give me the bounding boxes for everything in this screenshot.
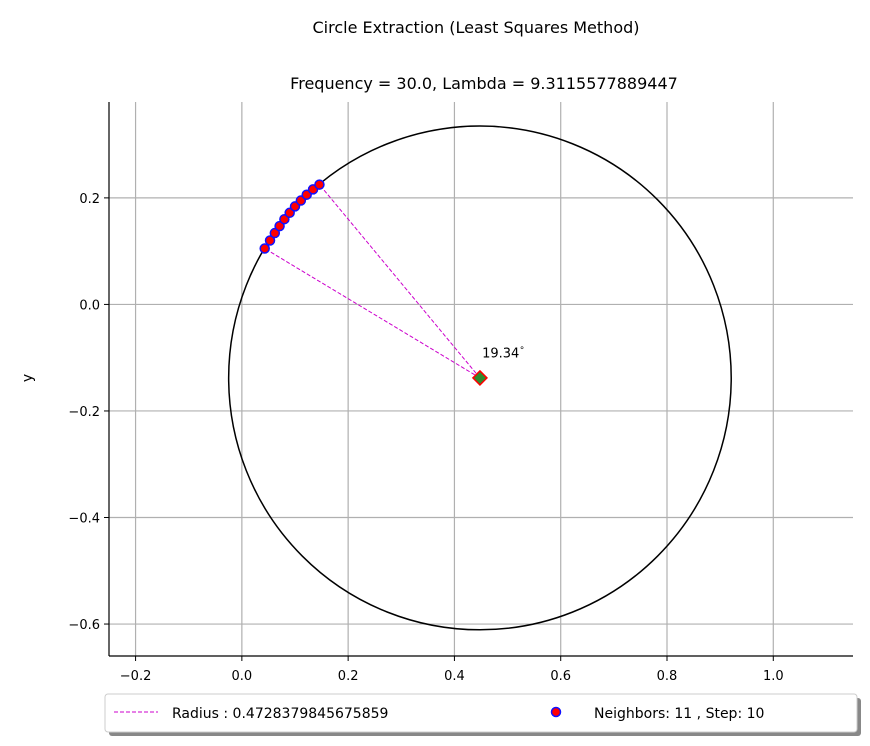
axes: −0.2 0.0 0.2 0.4 0.6 0.8 1.0 0.2 0.0 −0.2 −0.4 −0.6 xyxy=(68,102,853,684)
legend-neighbors-swatch xyxy=(550,706,562,718)
neighbor-point xyxy=(274,220,285,232)
y-tick-label: −0.2 xyxy=(68,405,100,420)
plot-area: 19.34∘ xyxy=(227,125,732,631)
legend-neighbors-label: Neighbors: 11 , Step: 10 xyxy=(594,706,764,722)
radius-line xyxy=(319,184,481,379)
degree-symbol: ∘ xyxy=(519,343,525,353)
x-tick-label: 0.0 xyxy=(232,669,253,684)
legend-radius-label: Radius : 0.4728379845675859 xyxy=(172,706,388,722)
neighbor-point xyxy=(269,227,281,239)
neighbor-point xyxy=(314,179,325,190)
chart-subtitle: Frequency = 30.0, Lambda = 9.31155778894… xyxy=(290,74,678,93)
chart-title: Circle Extraction (Least Squares Method) xyxy=(313,18,640,37)
y-tick-label: 0.2 xyxy=(79,192,100,207)
y-tick-label: 0.0 xyxy=(79,298,100,313)
x-tick-label: 0.6 xyxy=(550,669,571,684)
y-tick-label: −0.4 xyxy=(68,512,100,527)
fitted-circle xyxy=(227,125,732,631)
radius-line xyxy=(264,248,481,379)
neighbor-point xyxy=(259,243,270,254)
neighbor-point xyxy=(264,235,276,246)
x-tick-label: 0.4 xyxy=(444,669,465,684)
center-marker xyxy=(471,369,488,386)
angle-annotation: 19.34∘ xyxy=(482,343,525,361)
x-tick-label: 0.2 xyxy=(338,669,359,684)
y-axis-label: y xyxy=(20,374,36,382)
x-tick-label: 1.0 xyxy=(763,669,784,684)
legend-box xyxy=(104,693,858,733)
legend: Radius : 0.4728379845675859 Neighbors: 11… xyxy=(104,693,861,736)
y-tick-label: −0.6 xyxy=(68,618,100,633)
x-tick-label: 0.8 xyxy=(657,669,678,684)
x-tick-label: −0.2 xyxy=(120,669,152,684)
